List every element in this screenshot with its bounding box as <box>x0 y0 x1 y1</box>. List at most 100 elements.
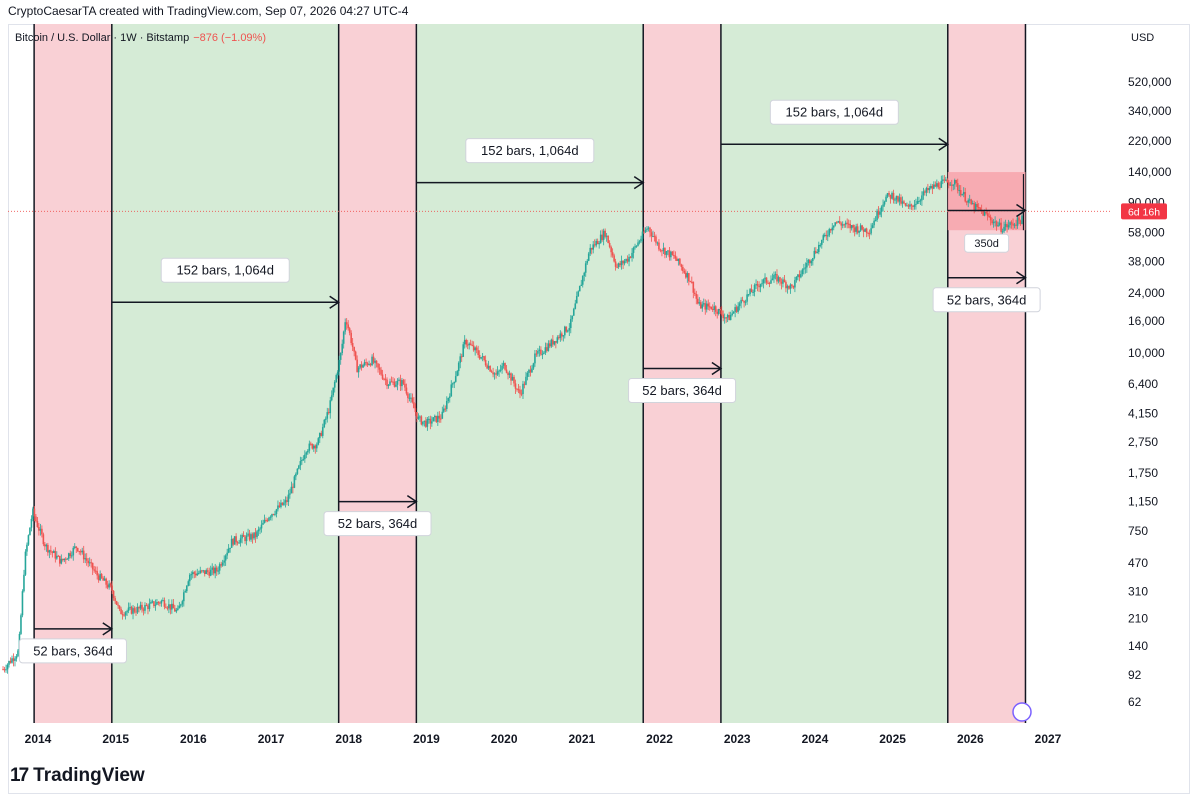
candle-body <box>474 347 476 351</box>
candle-body <box>96 571 98 576</box>
candle-body <box>526 372 529 377</box>
candle-body <box>341 343 343 354</box>
candle-body <box>779 277 781 282</box>
x-tick-label: 2015 <box>102 732 129 746</box>
candle-body <box>567 330 569 332</box>
range-label-box[interactable] <box>769 99 899 125</box>
range-label-box[interactable] <box>932 287 1041 313</box>
candle-body <box>701 304 704 309</box>
candle-body <box>184 591 187 593</box>
candle-body <box>471 344 473 346</box>
candle-body <box>931 185 934 189</box>
candle-body <box>738 303 741 307</box>
candle-body <box>208 571 211 576</box>
range-label: 52 bars, 364d <box>642 383 722 398</box>
candle-body <box>550 339 553 347</box>
candle-body <box>45 544 48 547</box>
candle-body <box>946 179 949 183</box>
measure-box[interactable] <box>947 172 1026 231</box>
candle-body <box>901 201 904 204</box>
arrow-head-icon <box>1016 203 1027 218</box>
currency-label[interactable]: USD <box>1131 32 1155 44</box>
candle-body <box>897 195 899 202</box>
candle-body <box>673 254 675 256</box>
price-tag-box[interactable] <box>1121 203 1167 220</box>
y-tick-label: 58,000 <box>1128 226 1165 240</box>
candle-body <box>302 459 305 461</box>
candle-body <box>620 260 623 266</box>
range-label-box[interactable] <box>160 257 290 283</box>
candle-body <box>283 502 285 505</box>
range-label-box[interactable] <box>465 138 595 164</box>
candle-body <box>765 277 768 283</box>
candle-body <box>147 605 149 610</box>
candle-body <box>626 258 629 262</box>
measure-label-box[interactable] <box>964 233 1010 253</box>
candle-body <box>230 538 233 548</box>
candle-body <box>844 222 847 225</box>
candle-body <box>616 266 618 268</box>
y-tick-label: 310 <box>1128 585 1148 599</box>
candle-body <box>699 302 702 309</box>
candle-body <box>335 375 338 383</box>
candle-body <box>159 602 161 604</box>
range-label-box[interactable] <box>628 377 737 403</box>
candle-body <box>1010 222 1013 224</box>
candle-body <box>248 533 251 540</box>
candle-body <box>1012 223 1014 226</box>
candle-body <box>121 614 124 616</box>
x-tick-label: 2016 <box>180 732 207 746</box>
candle-body <box>401 380 403 387</box>
candle-body <box>638 241 641 243</box>
candle-body <box>713 306 716 310</box>
candle-body <box>87 560 90 564</box>
candle-body <box>365 362 367 364</box>
y-tick-label: 470 <box>1128 556 1148 570</box>
candle-body <box>816 252 819 254</box>
candle-body <box>656 242 659 244</box>
candle-body <box>722 314 724 319</box>
candle-body <box>936 183 938 187</box>
candle-body <box>818 244 820 253</box>
candle-body <box>438 415 441 419</box>
candle-body <box>63 558 66 561</box>
candle-body <box>85 558 88 561</box>
candle-body <box>720 310 723 315</box>
candle-body <box>221 562 224 566</box>
candle-body <box>655 236 657 243</box>
candle-body <box>750 289 753 293</box>
candle-body <box>393 381 396 387</box>
candle-body <box>466 344 469 346</box>
candle-body <box>834 222 837 226</box>
candle-body <box>782 279 784 284</box>
x-tick-label: 2026 <box>957 732 984 746</box>
magic-icon[interactable] <box>1012 702 1032 722</box>
candle-body <box>680 264 683 268</box>
tradingview-logo[interactable]: 17 TradingView <box>10 765 145 787</box>
candle-body <box>293 476 296 488</box>
y-tick-label: 210 <box>1128 611 1148 625</box>
candle-body <box>577 291 580 297</box>
cycle-band-red <box>947 24 1026 723</box>
candle-body <box>991 220 993 224</box>
candle-body <box>236 542 239 544</box>
candle-body <box>205 570 208 574</box>
candle-body <box>135 611 137 613</box>
candle-body <box>625 258 627 262</box>
candle-body <box>803 268 805 270</box>
x-tick-label: 2022 <box>646 732 673 746</box>
candle-body <box>336 371 339 376</box>
symbol-legend[interactable]: Bitcoin / U.S. Dollar · 1W · Bitstamp −87… <box>15 32 266 44</box>
candle-body <box>499 369 502 371</box>
candle-body <box>253 532 255 539</box>
candle-body <box>489 366 491 372</box>
candle-body <box>547 343 550 351</box>
candle-body <box>431 421 433 424</box>
range-label-box[interactable] <box>323 511 432 537</box>
candle-body <box>649 227 651 233</box>
range-label-box[interactable] <box>18 638 127 664</box>
candle-body <box>481 356 484 358</box>
candle-body <box>292 486 294 488</box>
y-tick-label: 62 <box>1128 695 1142 709</box>
